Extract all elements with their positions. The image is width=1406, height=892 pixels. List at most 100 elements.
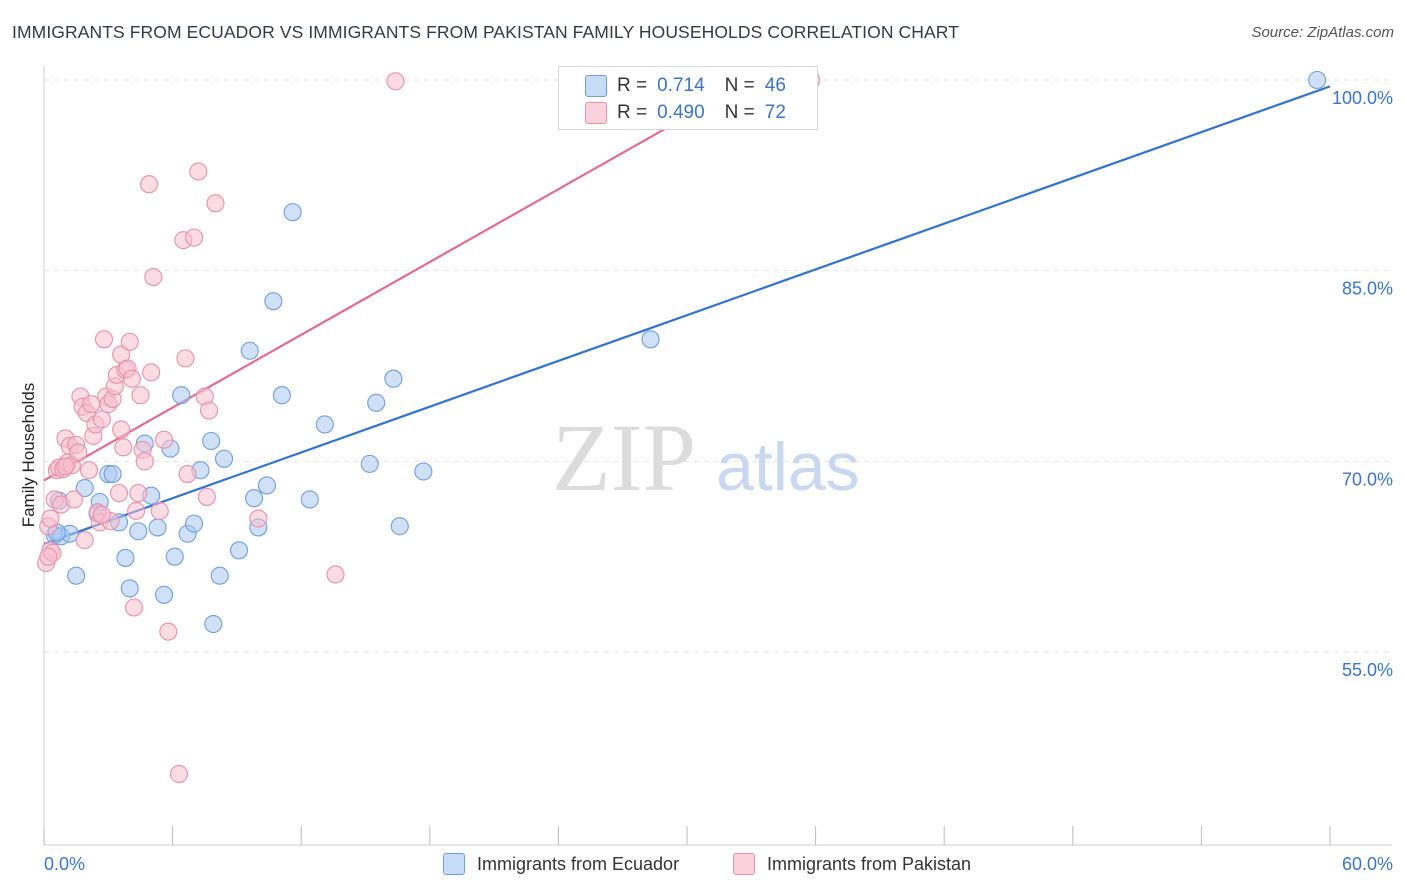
- point-pakistan: [135, 452, 154, 471]
- point-ecuador: [240, 341, 259, 360]
- legend-n-label: N =: [724, 75, 755, 96]
- x-tick-label-end: 60.0%: [1342, 854, 1393, 874]
- bottom-legend-swatch-ecuador: [443, 853, 465, 875]
- point-pakistan: [249, 509, 268, 528]
- y-tick-label: 70.0%: [1342, 469, 1393, 489]
- legend-r-label: R =: [617, 75, 648, 96]
- point-pakistan: [159, 622, 178, 641]
- point-pakistan: [109, 484, 129, 503]
- point-ecuador: [103, 464, 122, 484]
- point-ecuador: [257, 476, 276, 495]
- point-ecuador: [1308, 70, 1327, 90]
- point-ecuador: [390, 517, 409, 536]
- point-pakistan: [189, 162, 208, 181]
- point-pakistan: [92, 505, 111, 524]
- point-ecuador: [283, 203, 302, 222]
- point-ecuador: [120, 579, 139, 598]
- bottom-legend-pakistan[interactable]: Immigrants from Pakistan: [733, 851, 971, 877]
- point-pakistan: [124, 598, 144, 617]
- point-pakistan: [178, 464, 197, 484]
- bottom-legend-swatch-pakistan: [733, 853, 755, 875]
- point-pakistan: [169, 764, 189, 784]
- point-ecuador: [367, 393, 386, 412]
- legend-r-value: 0.714: [657, 75, 705, 96]
- point-pakistan: [129, 484, 148, 503]
- y-tick-label: 85.0%: [1342, 279, 1393, 299]
- source-credit: Source: ZipAtlas.com: [1251, 24, 1394, 41]
- point-ecuador: [244, 489, 264, 508]
- point-pakistan: [139, 175, 159, 194]
- point-pakistan: [69, 443, 88, 462]
- legend-r-value: 0.490: [657, 102, 705, 123]
- point-ecuador: [165, 547, 184, 566]
- point-pakistan: [142, 363, 161, 382]
- trend-line-ecuador: [43, 85, 1331, 545]
- point-pakistan: [64, 490, 84, 509]
- point-ecuador: [204, 614, 223, 634]
- point-ecuador: [184, 514, 204, 533]
- point-pakistan: [326, 565, 345, 584]
- bottom-legend-label-pakistan: Immigrants from Pakistan: [767, 853, 972, 874]
- point-ecuador: [229, 541, 249, 560]
- legend-r-label: R =: [617, 102, 648, 123]
- legend-n-label: N =: [724, 102, 755, 123]
- point-pakistan: [150, 501, 169, 520]
- stats-legend: R = 0.714 N = 46 R = 0.490 N = 72: [558, 66, 818, 130]
- watermark-zip: ZIP: [552, 404, 696, 511]
- legend-n-value: 72: [764, 102, 786, 123]
- point-pakistan: [56, 457, 75, 476]
- point-ecuador: [202, 431, 221, 451]
- point-pakistan: [114, 438, 133, 457]
- trend-lines: [43, 79, 1331, 545]
- x-tick-label-start: 0.0%: [44, 854, 85, 874]
- legend-n-value: 46: [764, 75, 786, 96]
- point-pakistan: [127, 501, 146, 520]
- point-ecuador: [154, 585, 174, 604]
- point-ecuador: [264, 292, 283, 311]
- point-pakistan: [92, 410, 111, 429]
- watermark: ZIP atlas: [552, 404, 860, 511]
- point-ecuador: [75, 478, 94, 498]
- point-pakistan: [120, 332, 139, 351]
- point-ecuador: [116, 548, 135, 567]
- point-ecuador: [414, 462, 433, 481]
- point-ecuador: [315, 415, 334, 434]
- point-ecuador: [384, 369, 403, 388]
- point-ecuador: [300, 490, 319, 509]
- trend-line-pakistan: [43, 79, 752, 482]
- point-pakistan: [122, 369, 141, 388]
- point-ecuador: [172, 386, 191, 405]
- axes: [43, 66, 1392, 846]
- point-ecuador: [360, 454, 379, 473]
- y-axis-title: Family Households: [19, 383, 38, 528]
- point-pakistan: [131, 386, 150, 405]
- point-pakistan: [199, 401, 219, 420]
- legend-swatch-ecuador: [585, 75, 607, 97]
- point-pakistan: [82, 395, 101, 414]
- point-ecuador: [641, 330, 660, 349]
- point-ecuador: [148, 518, 167, 537]
- legend-row-pakistan: R = 0.490 N = 72: [617, 100, 786, 126]
- y-tick-label: 100.0%: [1332, 88, 1393, 108]
- point-pakistan: [41, 509, 60, 528]
- legend-row-ecuador: R = 0.714 N = 46: [617, 73, 786, 99]
- bottom-legend-ecuador[interactable]: Immigrants from Ecuador: [443, 851, 679, 877]
- point-ecuador: [210, 566, 229, 585]
- watermark-atlas: atlas: [716, 429, 860, 505]
- point-pakistan: [39, 547, 58, 566]
- legend-swatch-pakistan: [585, 102, 607, 124]
- bottom-legend-label-ecuador: Immigrants from Ecuador: [477, 853, 680, 874]
- point-pakistan: [94, 330, 114, 349]
- point-pakistan: [386, 72, 405, 91]
- point-ecuador: [272, 386, 291, 405]
- point-ecuador: [129, 522, 148, 541]
- tick-labels: 55.0% 70.0% 85.0% 100.0% 0.0% 60.0% Family Hou…: [19, 88, 1393, 874]
- point-pakistan: [176, 349, 195, 368]
- point-pakistan: [75, 531, 94, 550]
- point-pakistan: [144, 267, 163, 287]
- point-ecuador: [214, 449, 234, 468]
- data-points: [37, 70, 1327, 784]
- point-pakistan: [154, 430, 174, 449]
- point-pakistan: [184, 228, 204, 247]
